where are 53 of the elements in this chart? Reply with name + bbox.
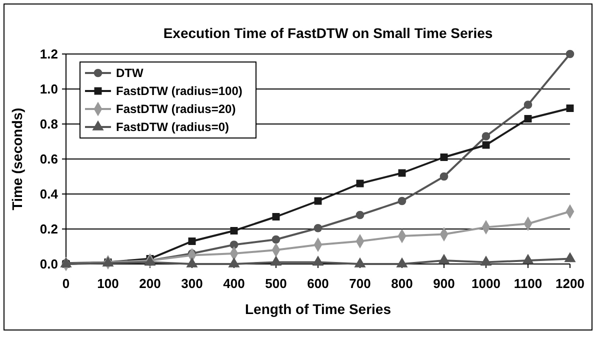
point [524, 100, 532, 109]
y-axis-title: Time (seconds) [9, 108, 25, 210]
y-tick-label: 0.4 [40, 186, 59, 202]
point [272, 235, 280, 244]
x-tick-label: 500 [265, 276, 287, 291]
point [230, 227, 238, 234]
point [312, 256, 324, 266]
y-tick-label: 1.0 [40, 82, 58, 97]
point [188, 238, 196, 245]
point [356, 210, 364, 220]
x-tick-label: 800 [391, 276, 413, 291]
x-tick-label: 300 [181, 276, 203, 291]
y-tick-label: 0.0 [40, 256, 58, 272]
point [564, 252, 576, 262]
x-axis-title: Length of Time Series [245, 301, 392, 317]
legend-label: FastDTW (radius=0) [116, 120, 230, 134]
x-tick-label: 0 [62, 276, 70, 291]
point [440, 172, 448, 181]
point [186, 258, 198, 268]
x-tick-label: 1200 [556, 276, 584, 291]
legend-label: DTW [116, 66, 144, 80]
point [228, 258, 240, 268]
x-tick-label: 400 [223, 276, 245, 291]
x-tick-label: 200 [139, 276, 161, 291]
x-tick-label: 100 [97, 276, 119, 291]
point [396, 258, 408, 268]
point [524, 115, 532, 122]
x-tick-label: 900 [433, 276, 455, 291]
x-tick-label: 700 [349, 276, 371, 291]
point [398, 196, 406, 206]
point [482, 132, 490, 140]
legend-label: FastDTW (radius=20) [116, 102, 236, 116]
point [230, 240, 238, 249]
point [480, 256, 492, 266]
y-tick-label: 1.2 [40, 46, 58, 62]
y-tick-label: 0.6 [40, 152, 58, 167]
point [522, 254, 534, 264]
x-tick-label: 1000 [472, 276, 500, 291]
y-tick-label: 0.2 [40, 222, 58, 237]
x-tick-label: 600 [307, 276, 329, 291]
point [566, 50, 574, 58]
point [438, 254, 450, 264]
point [440, 154, 448, 161]
point [314, 224, 322, 232]
point [354, 258, 366, 268]
y-tick-label: 0.8 [40, 116, 58, 132]
legend-label: FastDTW (radius=100) [116, 84, 242, 98]
chart-title: Execution Time of FastDTW on Small Time Series [163, 25, 493, 41]
point [270, 256, 282, 266]
x-tick-label: 1100 [514, 276, 542, 291]
point [566, 104, 574, 112]
point [60, 258, 72, 268]
point [272, 213, 280, 220]
